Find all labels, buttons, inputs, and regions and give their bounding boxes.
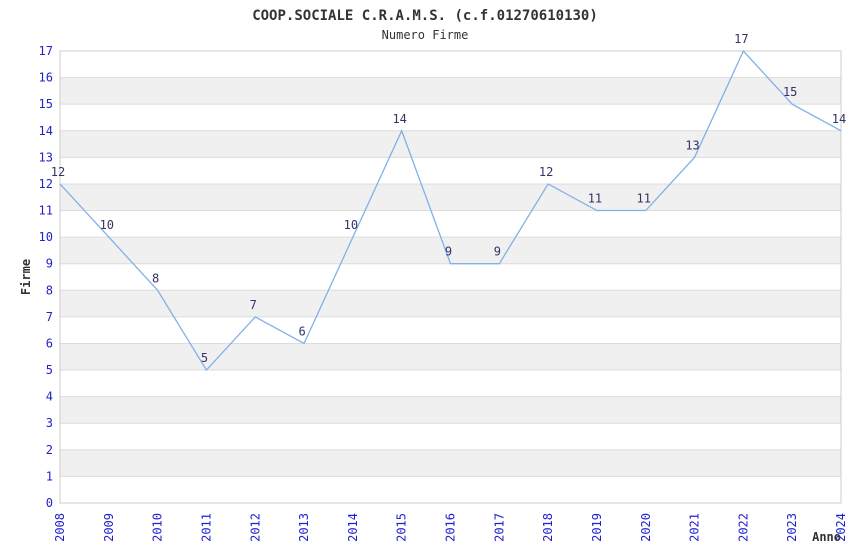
point-label: 12: [539, 165, 553, 179]
y-axis-title: Firme: [19, 259, 33, 295]
y-tick-label: 9: [46, 257, 53, 271]
point-label: 8: [152, 271, 159, 285]
grid-band: [60, 290, 841, 317]
y-tick-label: 11: [39, 204, 53, 218]
y-tick-label: 13: [39, 150, 53, 164]
x-tick-label: 2017: [492, 513, 506, 542]
x-tick-label: 2008: [53, 513, 67, 542]
y-tick-label: 16: [39, 71, 53, 85]
point-label: 10: [344, 218, 358, 232]
y-tick-label: 8: [46, 283, 53, 297]
point-label: 11: [637, 192, 651, 206]
point-label: 10: [100, 218, 114, 232]
x-tick-label: 2023: [785, 513, 799, 542]
chart-title: COOP.SOCIALE C.R.A.M.S. (c.f.01270610130…: [252, 8, 598, 24]
x-tick-label: 2024: [834, 513, 848, 542]
x-tick-label: 2022: [736, 513, 750, 542]
y-tick-label: 17: [39, 44, 53, 58]
x-tick-label: 2018: [541, 513, 555, 542]
x-tick-label: 2021: [688, 513, 702, 542]
y-tick-label: 1: [46, 469, 53, 483]
x-tick-label: 2015: [395, 513, 409, 542]
point-label: 12: [51, 165, 65, 179]
grid-band: [60, 237, 841, 264]
y-tick-label: 12: [39, 177, 53, 191]
y-tick-label: 6: [46, 336, 53, 350]
point-label: 15: [783, 85, 797, 99]
point-label: 9: [445, 245, 452, 259]
y-tick-label: 3: [46, 416, 53, 430]
x-axis-title: Anno: [812, 530, 841, 544]
x-tick-label: 2016: [444, 513, 458, 542]
series-line: [59, 49, 842, 372]
grid-band: [60, 343, 841, 371]
grid-band: [60, 449, 841, 477]
x-tick-label: 2019: [590, 513, 604, 542]
point-label: 11: [588, 192, 602, 206]
grid-band: [60, 396, 841, 424]
y-tick-label: 0: [46, 496, 53, 510]
x-tick-label: 2009: [102, 513, 116, 542]
y-tick-label: 15: [39, 97, 53, 111]
grid-band: [60, 130, 841, 158]
point-label: 7: [250, 298, 257, 312]
y-tick-label: 4: [46, 390, 53, 404]
x-tick-label: 2010: [151, 513, 165, 542]
x-tick-label: 2012: [248, 513, 262, 542]
point-label: 5: [201, 351, 208, 365]
grid-band: [60, 77, 841, 105]
y-tick-label: 5: [46, 363, 53, 377]
y-tick-label: 10: [39, 230, 53, 244]
y-tick-label: 14: [39, 124, 53, 138]
point-label: 17: [734, 32, 748, 46]
x-tick-label: 2014: [346, 513, 360, 542]
point-label: 9: [494, 245, 501, 259]
point-label: 14: [392, 112, 406, 126]
y-tick-label: 7: [46, 310, 53, 324]
x-tick-label: 2011: [199, 513, 213, 542]
grid-band: [60, 183, 841, 211]
y-tick-label: 2: [46, 443, 53, 457]
point-label: 14: [832, 112, 846, 126]
x-tick-label: 2013: [297, 513, 311, 542]
x-tick-label: 2020: [639, 513, 653, 542]
point-label: 6: [298, 324, 305, 338]
point-label: 13: [685, 138, 699, 152]
chart-subtitle: Numero Firme: [382, 28, 469, 42]
plot-border: [59, 50, 842, 504]
